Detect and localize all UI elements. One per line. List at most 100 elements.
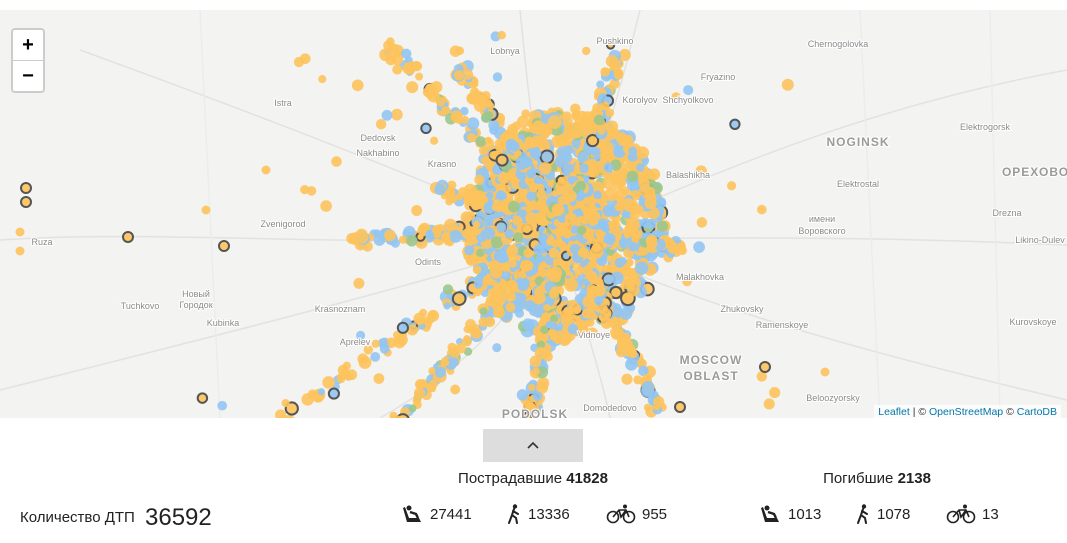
accident-point[interactable] xyxy=(363,345,373,355)
accident-point[interactable] xyxy=(543,295,555,307)
accident-point[interactable] xyxy=(641,218,652,229)
accident-point[interactable] xyxy=(756,371,768,382)
accident-point[interactable] xyxy=(425,229,434,239)
leaflet-link[interactable]: Leaflet xyxy=(878,406,910,418)
accident-point[interactable] xyxy=(392,64,403,75)
accident-point[interactable] xyxy=(548,247,559,259)
accident-point[interactable] xyxy=(493,306,505,319)
accident-point[interactable] xyxy=(573,265,584,276)
accident-point[interactable] xyxy=(281,399,290,408)
accident-point[interactable] xyxy=(531,367,540,376)
accident-point[interactable] xyxy=(620,341,630,352)
accident-point[interactable] xyxy=(293,56,305,68)
accident-point[interactable] xyxy=(571,138,582,149)
accident-point[interactable] xyxy=(564,212,577,225)
accident-point[interactable] xyxy=(466,117,480,130)
accident-point[interactable] xyxy=(261,165,271,175)
accident-point[interactable] xyxy=(628,146,638,156)
accident-point[interactable] xyxy=(15,227,25,237)
accident-point[interactable] xyxy=(441,106,451,115)
accident-point[interactable] xyxy=(577,225,587,235)
accident-point[interactable] xyxy=(317,388,326,396)
accident-point[interactable] xyxy=(402,229,410,238)
accident-point[interactable] xyxy=(406,324,418,336)
accident-point[interactable] xyxy=(577,151,589,163)
accident-point[interactable] xyxy=(525,212,538,225)
accident-point[interactable] xyxy=(494,270,503,278)
accident-point[interactable] xyxy=(593,190,602,200)
accident-point[interactable] xyxy=(497,30,506,40)
accident-point[interactable] xyxy=(434,183,446,196)
accident-point[interactable] xyxy=(627,347,637,357)
accident-point[interactable] xyxy=(449,45,462,57)
accident-point[interactable] xyxy=(567,176,575,184)
accident-point[interactable] xyxy=(664,237,676,249)
accident-point[interactable] xyxy=(406,81,419,94)
accident-point[interactable] xyxy=(575,326,587,337)
accident-point[interactable] xyxy=(413,387,426,399)
accident-point[interactable] xyxy=(636,163,645,172)
accident-point[interactable] xyxy=(450,384,461,395)
accident-point[interactable] xyxy=(600,308,612,320)
map[interactable]: Lobnya Pushkino Chernogolovka Fryazino K… xyxy=(0,10,1067,418)
accident-point[interactable] xyxy=(322,376,335,389)
accident-point[interactable] xyxy=(473,279,483,289)
accident-point[interactable] xyxy=(306,186,317,196)
accident-point[interactable] xyxy=(674,401,686,413)
accident-point[interactable] xyxy=(638,178,650,190)
accident-point[interactable] xyxy=(653,396,665,408)
accident-point[interactable] xyxy=(570,130,579,139)
accident-point[interactable] xyxy=(592,103,603,114)
accident-point[interactable] xyxy=(451,291,467,306)
accident-point[interactable] xyxy=(545,267,557,279)
accident-point[interactable] xyxy=(491,203,500,211)
accident-point[interactable] xyxy=(449,229,462,243)
accident-point[interactable] xyxy=(560,175,570,185)
accident-point[interactable] xyxy=(371,339,380,348)
accident-point[interactable] xyxy=(543,351,553,362)
accident-point[interactable] xyxy=(625,277,636,288)
accident-point[interactable] xyxy=(464,245,475,256)
accident-point[interactable] xyxy=(355,330,366,341)
accident-point[interactable] xyxy=(695,165,707,177)
accident-point[interactable] xyxy=(401,48,412,59)
accident-point[interactable] xyxy=(493,249,508,263)
accident-point[interactable] xyxy=(331,156,342,167)
accident-point[interactable] xyxy=(414,379,426,390)
accident-point[interactable] xyxy=(398,235,407,244)
accident-point[interactable] xyxy=(623,293,632,302)
accident-point[interactable] xyxy=(534,292,546,305)
accident-point[interactable] xyxy=(536,340,546,350)
accident-point[interactable] xyxy=(495,153,509,167)
accident-point[interactable] xyxy=(506,244,519,256)
accident-point[interactable] xyxy=(536,198,546,207)
accident-point[interactable] xyxy=(201,205,211,215)
accident-point[interactable] xyxy=(536,366,549,379)
accident-point[interactable] xyxy=(528,303,542,317)
accident-point[interactable] xyxy=(505,138,517,150)
accident-point[interactable] xyxy=(475,136,487,147)
accident-point[interactable] xyxy=(524,136,535,147)
accident-point[interactable] xyxy=(473,221,481,229)
accident-point[interactable] xyxy=(596,80,605,89)
accident-point[interactable] xyxy=(522,411,533,418)
accident-point[interactable] xyxy=(307,389,318,399)
accident-point[interactable] xyxy=(480,288,490,298)
accident-point[interactable] xyxy=(275,409,287,418)
accident-point[interactable] xyxy=(436,97,446,107)
accident-point[interactable] xyxy=(532,391,543,402)
accident-point[interactable] xyxy=(447,342,457,353)
accident-point[interactable] xyxy=(591,147,601,157)
accident-point[interactable] xyxy=(513,269,527,282)
accident-point[interactable] xyxy=(548,288,559,299)
accident-point[interactable] xyxy=(605,54,619,68)
accident-point[interactable] xyxy=(605,40,616,50)
accident-point[interactable] xyxy=(516,277,525,286)
accident-point[interactable] xyxy=(512,215,523,226)
accident-point[interactable] xyxy=(638,186,648,196)
accident-point[interactable] xyxy=(594,296,604,306)
accident-point[interactable] xyxy=(543,304,551,312)
accident-point[interactable] xyxy=(346,233,358,244)
accident-point[interactable] xyxy=(693,241,705,253)
accident-point[interactable] xyxy=(533,244,545,256)
